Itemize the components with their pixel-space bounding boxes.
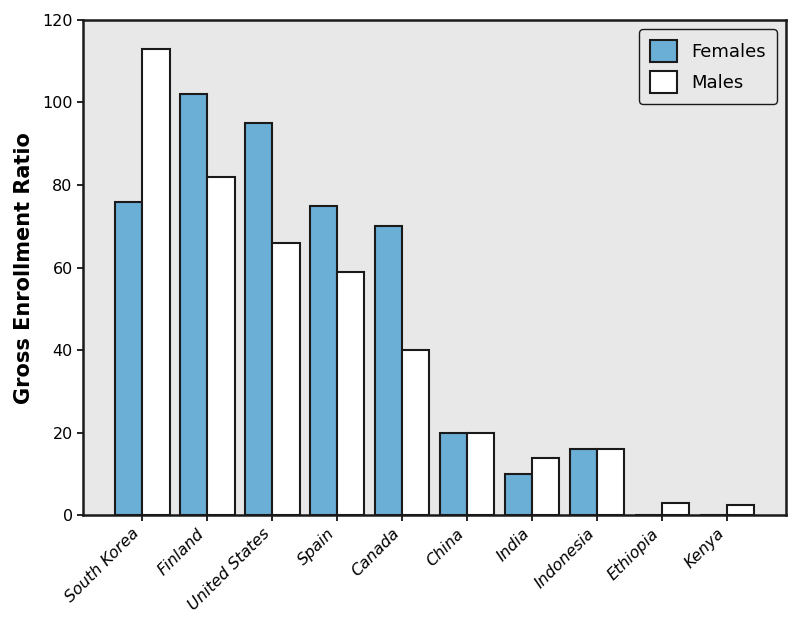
Bar xyxy=(338,271,365,515)
Bar xyxy=(440,433,467,515)
Bar xyxy=(727,505,754,515)
Bar xyxy=(505,474,532,515)
Bar xyxy=(142,49,170,515)
Bar xyxy=(207,177,234,515)
Bar xyxy=(115,202,142,515)
Bar xyxy=(375,226,402,515)
Bar xyxy=(597,450,624,515)
Bar xyxy=(310,206,338,515)
Bar xyxy=(245,123,272,515)
Bar xyxy=(180,94,207,515)
Bar xyxy=(532,458,559,515)
Bar xyxy=(272,243,299,515)
Bar xyxy=(570,450,597,515)
Y-axis label: Gross Enrollment Ratio: Gross Enrollment Ratio xyxy=(14,132,34,404)
Bar xyxy=(467,433,494,515)
Bar xyxy=(402,350,430,515)
Bar xyxy=(662,503,690,515)
Legend: Females, Males: Females, Males xyxy=(639,29,777,103)
